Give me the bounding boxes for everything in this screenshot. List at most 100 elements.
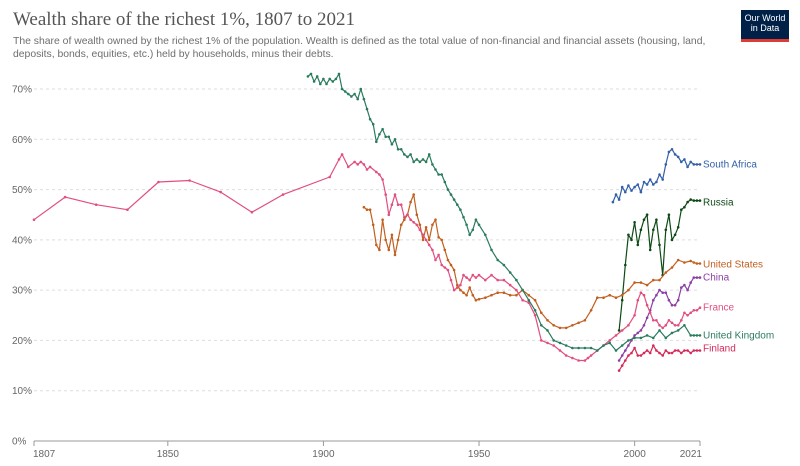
data-point xyxy=(695,334,699,337)
series-line-russia xyxy=(618,199,700,331)
data-point xyxy=(624,190,627,194)
data-point xyxy=(468,286,472,289)
data-point xyxy=(686,165,689,169)
owid-logo[interactable]: Our World in Data xyxy=(741,10,789,42)
data-point xyxy=(393,193,397,196)
data-point xyxy=(546,341,549,345)
data-point xyxy=(533,298,537,302)
data-point xyxy=(362,97,366,101)
data-point xyxy=(94,203,98,206)
data-point xyxy=(583,319,587,322)
data-point xyxy=(670,321,674,325)
data-point xyxy=(546,329,549,332)
x-tick-label: 1850 xyxy=(157,449,180,460)
data-point xyxy=(627,344,630,347)
data-point xyxy=(403,218,406,221)
data-point xyxy=(340,153,344,156)
data-point xyxy=(368,117,372,121)
data-point xyxy=(368,165,372,169)
data-point xyxy=(390,203,394,206)
data-point xyxy=(614,193,618,196)
data-point xyxy=(673,303,677,307)
data-point xyxy=(633,334,636,337)
data-point xyxy=(577,346,580,350)
data-point xyxy=(630,351,633,355)
data-point xyxy=(636,354,640,357)
data-point xyxy=(624,349,627,352)
data-point xyxy=(381,127,384,131)
data-point xyxy=(431,223,434,227)
data-point xyxy=(521,288,524,292)
data-point xyxy=(515,288,518,292)
data-point xyxy=(384,193,388,196)
data-point xyxy=(396,203,400,206)
data-point xyxy=(620,364,624,367)
data-point xyxy=(645,283,649,287)
data-point xyxy=(633,185,636,189)
data-point xyxy=(540,339,543,342)
data-point xyxy=(620,344,624,347)
data-point xyxy=(676,226,680,229)
data-point xyxy=(608,293,611,297)
data-point xyxy=(652,344,655,347)
data-point xyxy=(620,293,624,297)
data-point xyxy=(415,158,419,161)
data-point xyxy=(403,153,406,156)
data-point xyxy=(642,293,646,297)
data-point xyxy=(558,349,562,352)
data-point xyxy=(676,324,680,327)
y-tick-label: 40% xyxy=(12,235,32,246)
data-point xyxy=(250,210,254,214)
data-point xyxy=(639,281,643,284)
data-point xyxy=(521,298,524,302)
data-point xyxy=(359,87,363,91)
data-point xyxy=(381,178,384,181)
data-point xyxy=(540,311,543,315)
data-point xyxy=(614,349,618,352)
data-point xyxy=(424,160,428,164)
data-point xyxy=(658,243,661,247)
data-point xyxy=(427,153,431,156)
x-tick-label: 2021 xyxy=(680,449,703,460)
data-point xyxy=(692,199,696,202)
data-point xyxy=(676,258,680,262)
data-point xyxy=(356,97,360,101)
data-point xyxy=(418,160,422,164)
data-point xyxy=(689,281,692,284)
data-point xyxy=(393,138,397,141)
data-point xyxy=(406,155,409,159)
x-tick-label: 1900 xyxy=(312,449,335,460)
data-point xyxy=(698,349,702,352)
data-point xyxy=(645,183,649,186)
data-point xyxy=(337,72,341,76)
data-point xyxy=(564,326,568,330)
data-point xyxy=(633,346,636,350)
data-point xyxy=(508,271,512,274)
data-point xyxy=(443,248,447,252)
data-point xyxy=(484,278,487,282)
data-point xyxy=(658,351,661,355)
logo-line-2: in Data xyxy=(750,23,780,33)
data-point xyxy=(577,321,580,325)
data-point xyxy=(652,336,655,340)
data-point xyxy=(695,262,699,265)
data-point xyxy=(490,273,493,277)
data-point xyxy=(645,334,649,337)
data-point xyxy=(396,238,400,242)
data-point xyxy=(508,293,512,297)
data-point xyxy=(655,218,658,221)
data-point xyxy=(692,349,696,352)
data-point xyxy=(378,133,381,136)
data-point xyxy=(630,238,633,242)
data-point xyxy=(347,165,350,169)
data-point xyxy=(334,77,338,81)
data-point xyxy=(596,296,599,300)
data-point xyxy=(661,291,664,295)
data-point xyxy=(617,369,621,372)
data-point xyxy=(440,173,444,176)
data-point xyxy=(627,354,630,357)
data-point xyxy=(655,319,658,322)
data-point xyxy=(347,92,350,96)
data-point xyxy=(627,324,630,327)
data-point xyxy=(636,298,640,302)
